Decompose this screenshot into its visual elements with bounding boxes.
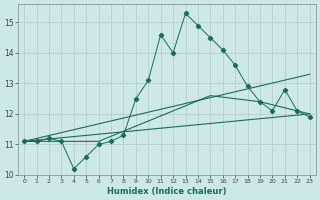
X-axis label: Humidex (Indice chaleur): Humidex (Indice chaleur) [107,187,227,196]
